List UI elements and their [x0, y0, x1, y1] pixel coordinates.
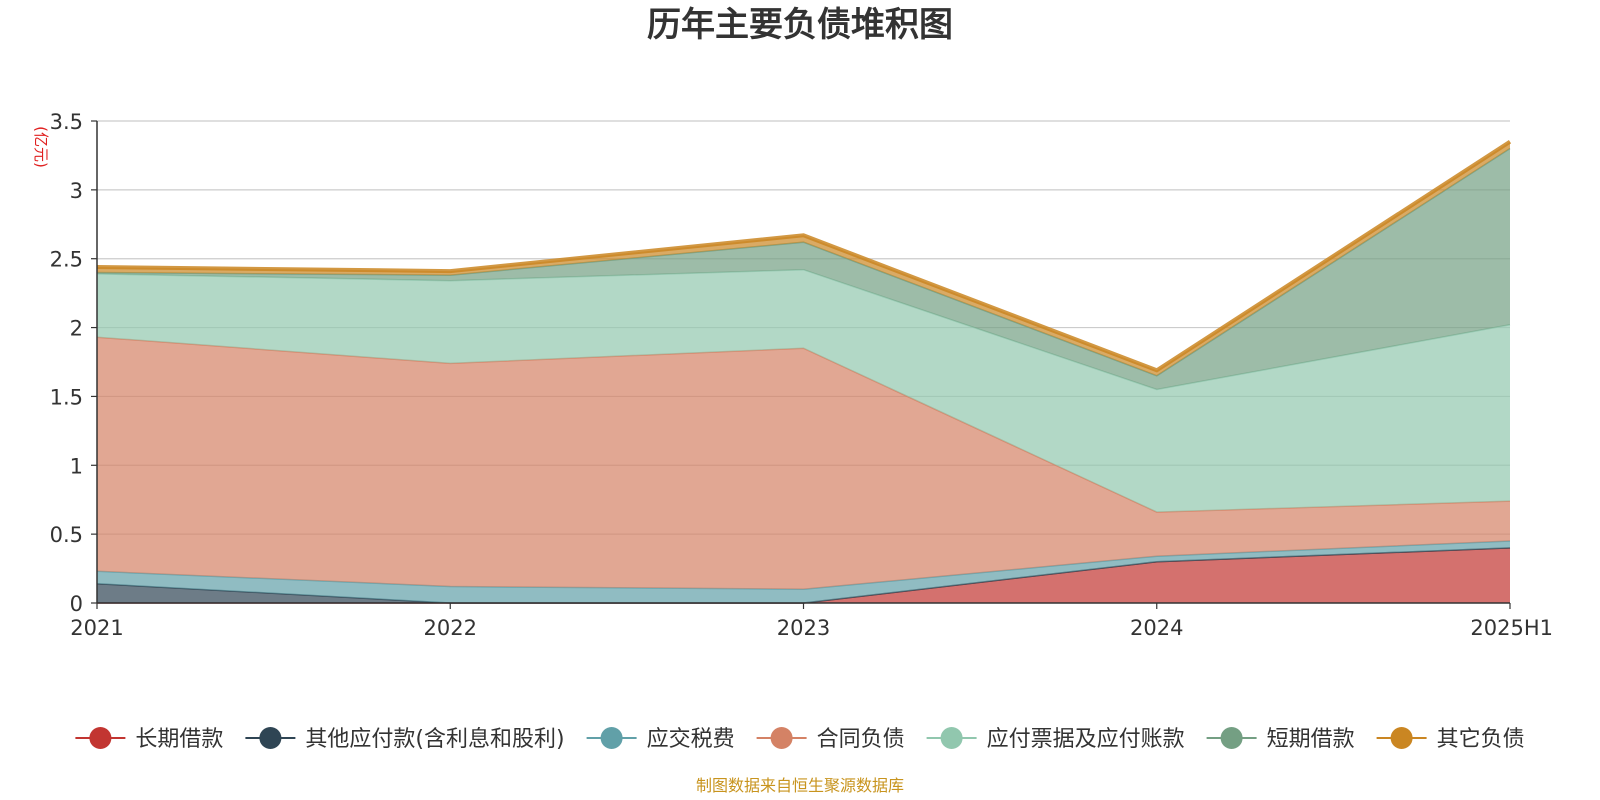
x-tick-label: 2024: [1130, 616, 1183, 640]
x-tick-label: 2023: [777, 616, 830, 640]
y-tick-label: 2: [70, 317, 83, 341]
legend-item[interactable]: 应交税费: [586, 727, 735, 752]
area-line-其它负债: [96, 140, 1512, 373]
axes: 0 0.5 1 1.5 2 2.5 3 3.5 2021 2022 2023 2024 2025H1: [50, 110, 1553, 640]
area-短期借款: [97, 148, 1510, 390]
x-tick-label: 2021: [70, 616, 123, 640]
data-source-note: 制图数据来自恒生聚源数据库: [696, 776, 904, 795]
area-其他应付款(含利息和股利): [97, 547, 1510, 603]
y-tick-label: 3.5: [50, 110, 83, 134]
x-tick-label: 2025H1: [1470, 616, 1553, 640]
y-tick-label: 1: [70, 454, 83, 478]
legend-marker-icon: [600, 727, 623, 749]
legend-marker-icon: [770, 727, 793, 749]
legend-marker-icon: [1390, 727, 1413, 749]
legend-label: 应交税费: [647, 727, 735, 752]
legend-item[interactable]: 短期借款: [1206, 727, 1355, 752]
y-tick-label: 2.5: [50, 248, 83, 272]
legend-label: 长期借款: [135, 727, 223, 752]
legend-marker-icon: [259, 727, 282, 749]
legend-marker-icon: [1220, 727, 1243, 749]
x-tick-label: 2022: [424, 616, 477, 640]
legend-label: 其他应付款(含利息和股利): [305, 727, 564, 752]
legend-item[interactable]: 应付票据及应付账款: [926, 727, 1185, 752]
legend-label: 其它负债: [1437, 727, 1525, 752]
area-应付票据及应付账款: [97, 269, 1510, 513]
y-tick-label: 3: [70, 179, 83, 203]
legend[interactable]: 长期借款 其他应付款(含利息和股利) 应交税费 合同负债 应付票据及应付账款 短期借款 其它…: [75, 727, 1525, 752]
y-axis-unit: (亿元): [32, 126, 50, 168]
legend-item[interactable]: 合同负债: [756, 727, 905, 752]
y-tick-label: 1.5: [50, 385, 83, 409]
legend-label: 合同负债: [817, 727, 905, 752]
legend-item[interactable]: 长期借款: [75, 727, 223, 752]
legend-marker-icon: [89, 727, 112, 749]
chart-title: 历年主要负债堆积图: [647, 5, 953, 45]
y-tick-label: 0.5: [50, 523, 83, 547]
legend-label: 应付票据及应付账款: [987, 727, 1185, 752]
legend-item[interactable]: 其他应付款(含利息和股利): [245, 727, 565, 752]
legend-marker-icon: [940, 727, 963, 749]
legend-item[interactable]: 其它负债: [1376, 727, 1525, 752]
y-tick-label: 0: [70, 592, 83, 616]
area-series: [96, 140, 1512, 604]
legend-label: 短期借款: [1267, 727, 1355, 752]
area-合同负债: [97, 337, 1510, 590]
area-长期借款: [97, 547, 1510, 603]
